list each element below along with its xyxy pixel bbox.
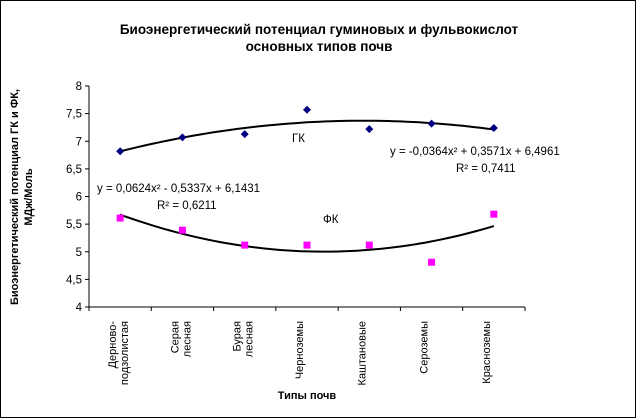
y-tick-label: 6,5 bbox=[66, 164, 82, 176]
y-axis-title: Биоэнергетический потенциал ГК и ФК, МДж… bbox=[9, 89, 35, 305]
x-axis: Дерново-подзолистая Сераялесная Бураялесна… bbox=[88, 306, 526, 385]
r2-fk: R² = 0,6211 bbox=[157, 200, 217, 212]
x-tick-label: Черноземы bbox=[294, 321, 306, 379]
point-fk bbox=[241, 241, 249, 249]
point-gk bbox=[489, 123, 498, 132]
x-tick-label: Сероземы bbox=[419, 321, 431, 374]
y-axis-title-line-2: МДж/Моль bbox=[23, 168, 35, 225]
x-tick-label: Сераялесная bbox=[169, 321, 193, 357]
chart-title-line-1: Биоэнергетический потенциал гуминовых и … bbox=[120, 22, 519, 37]
point-fk bbox=[490, 210, 498, 218]
point-gk bbox=[365, 125, 374, 134]
x-tick-label: Красноземы bbox=[481, 321, 493, 384]
y-axis: 4 4,5 5 5,5 6 6,5 7 7,5 8 bbox=[66, 81, 90, 314]
point-fk bbox=[303, 241, 311, 249]
y-tick-label: 8 bbox=[76, 81, 82, 93]
x-tick-label: Бураялесная bbox=[232, 321, 256, 357]
y-tick-label: 7 bbox=[76, 136, 82, 148]
x-tick-label: Дерново-подзолистая bbox=[107, 321, 131, 385]
r2-gk: R² = 0,7411 bbox=[456, 163, 516, 175]
point-gk bbox=[303, 105, 311, 114]
trendline-fk bbox=[119, 213, 495, 253]
point-fk bbox=[178, 226, 186, 234]
chart-title-line-2: основных типов почв bbox=[246, 39, 393, 54]
point-fk bbox=[365, 241, 373, 249]
x-tick-label: Каштановые bbox=[356, 321, 368, 385]
y-tick-label: 7,5 bbox=[66, 109, 82, 121]
y-tick-label: 4 bbox=[76, 302, 83, 314]
point-gk bbox=[427, 119, 436, 128]
series-label-gk: ГК bbox=[292, 133, 305, 145]
y-tick-label: 6 bbox=[76, 192, 82, 204]
equation-fk: y = 0,0624x² - 0,5337x + 6,1431 bbox=[97, 183, 260, 195]
y-tick-label: 5,5 bbox=[66, 219, 82, 231]
point-gk bbox=[240, 130, 249, 139]
y-tick-label: 5 bbox=[76, 247, 82, 259]
point-gk bbox=[116, 147, 125, 156]
y-axis-title-line-1: Биоэнергетический потенциал ГК и ФК, bbox=[9, 89, 21, 305]
x-axis-title: Типы почв bbox=[278, 390, 337, 402]
point-fk bbox=[116, 214, 124, 222]
point-gk bbox=[178, 133, 187, 142]
equation-gk: y = -0,0364x² + 0,3571x + 6,4961 bbox=[390, 146, 560, 158]
point-fk bbox=[428, 258, 436, 266]
y-tick-label: 4,5 bbox=[66, 274, 82, 286]
data-points bbox=[116, 105, 498, 266]
series-label-fk: ФК bbox=[323, 214, 339, 226]
